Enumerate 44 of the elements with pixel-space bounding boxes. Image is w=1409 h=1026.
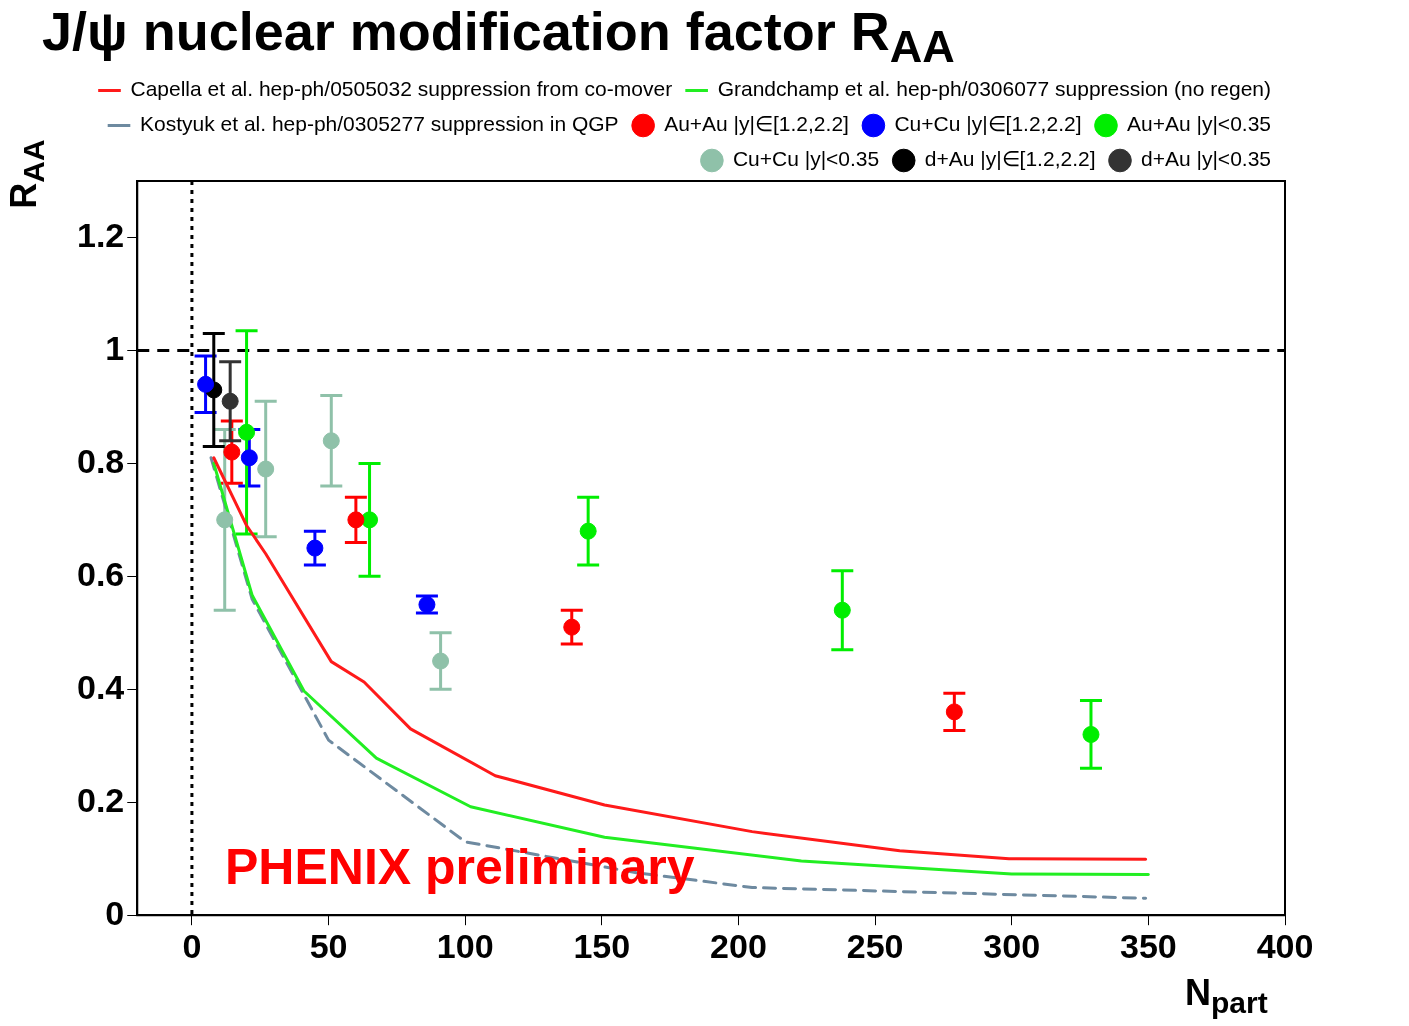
point [322,432,340,450]
chart-title: J/ψ nuclear modification factor R$_{AA}$ [42,0,955,73]
point [257,460,275,478]
legend-label: Au+Au |y|∈[1.2,2.2] [664,112,849,136]
point [1082,725,1100,743]
x-tick-label: 350 [1120,926,1177,965]
x-tick-label: 400 [1256,926,1314,965]
y-tick-label: 0.4 [77,667,125,706]
point [347,511,365,529]
x-tick-label: 150 [573,926,631,965]
legend-label: Au+Au |y|<0.35 [1126,112,1272,136]
x-tick-label: 50 [309,926,348,965]
point [197,375,215,393]
point [945,703,963,721]
legend-label: Cu+Cu |y|<0.35 [732,147,880,171]
legend-label: Capella et al. hep-ph/0505032 suppression from co-mover [130,77,673,101]
y-tick-label: 0.2 [77,780,125,819]
point [563,618,581,636]
x-tick-label: 0 [182,926,202,965]
x-tick-label: 300 [983,926,1041,965]
point [221,392,239,410]
y-tick-label: 1 [105,328,125,367]
y-tick-label: 1.2 [77,215,125,254]
point [579,522,597,540]
x-axis-title: N$_{part}$ [1185,972,1268,1021]
legend-label: Kostyuk et al. hep-ph/0305277 suppression in QGP [140,112,619,136]
point [306,539,324,557]
point [238,423,256,441]
x-tick-label: 250 [846,926,904,965]
point [216,511,234,529]
x-tick-label: 200 [710,926,767,965]
legend-label: Cu+Cu |y|∈[1.2,2.2] [894,112,1082,136]
y-tick-label: 0.6 [77,554,125,593]
point [240,449,258,467]
point [223,443,241,461]
legend-label: d+Au |y|<0.35 [1140,147,1272,171]
point [432,652,450,670]
x-tick-label: 100 [436,926,494,965]
y-tick-label: 0.8 [77,441,125,480]
legend-label: d+Au |y|∈[1.2,2.2] [924,147,1096,171]
point [833,601,851,619]
point [361,511,379,529]
y-tick-label: 0 [105,893,125,932]
legend-label: Grandchamp et al. hep-ph/0306077 suppression (no regen) [717,77,1272,101]
